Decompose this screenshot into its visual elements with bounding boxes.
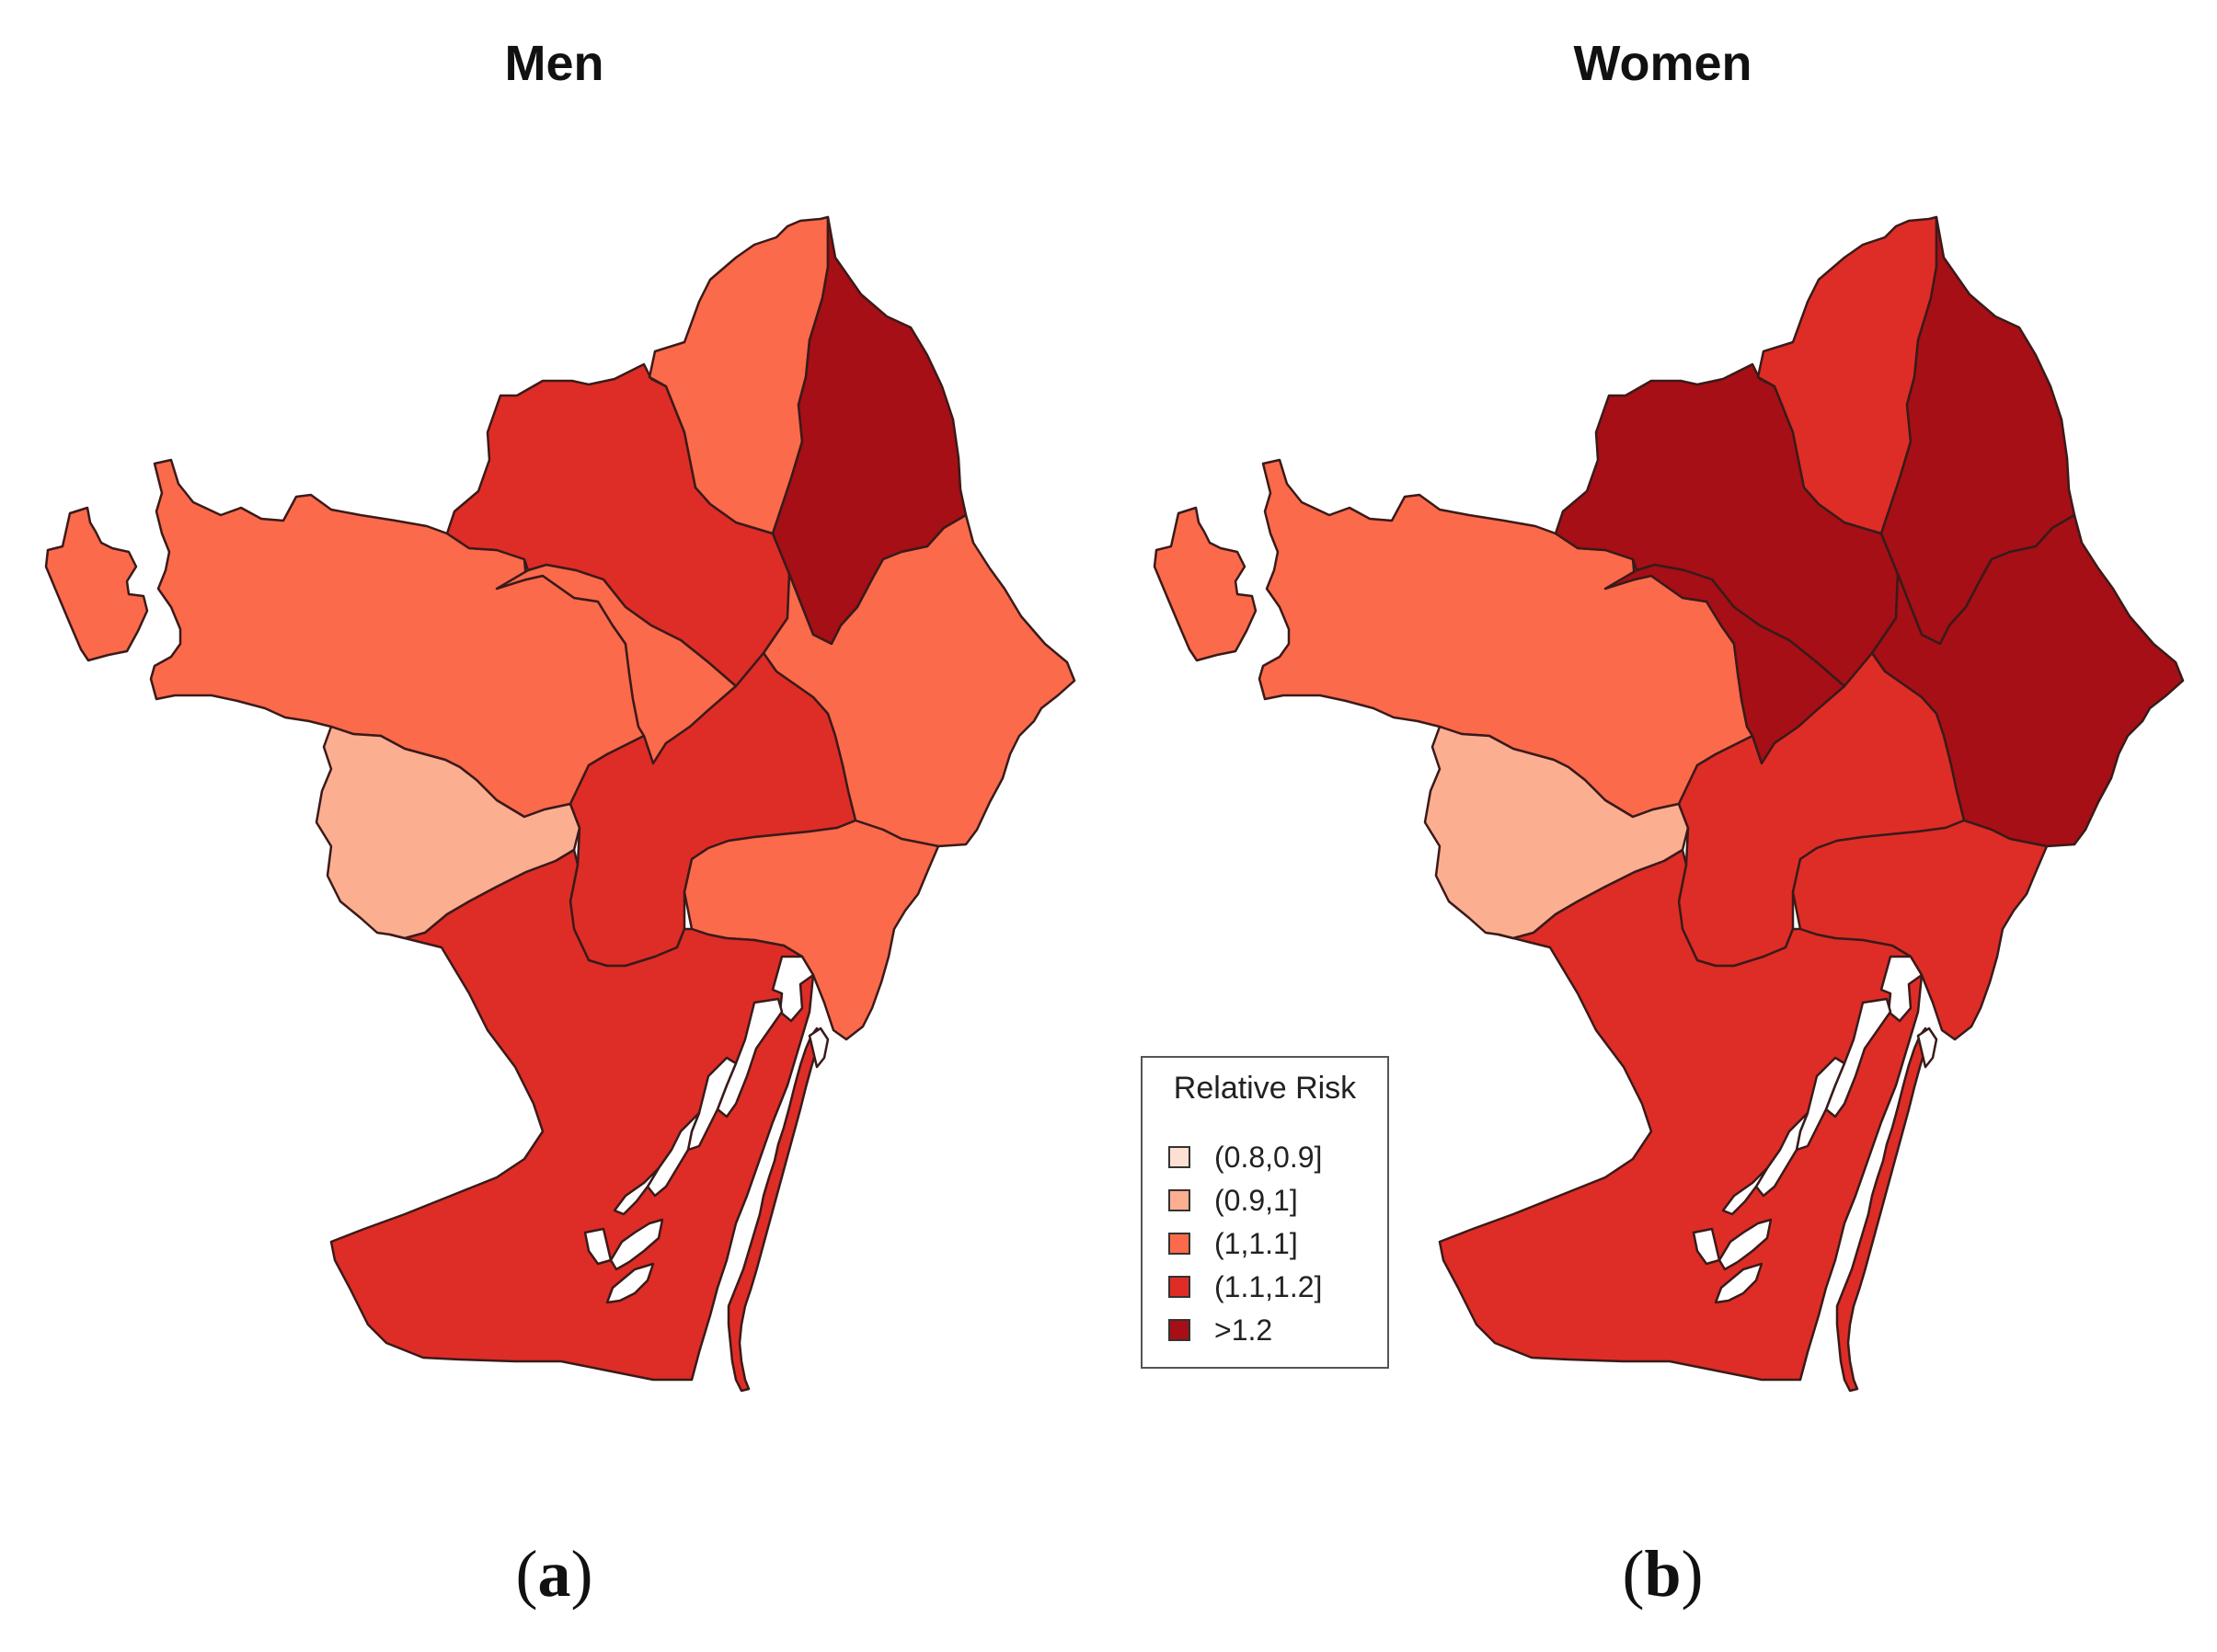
choropleth-map — [1153, 215, 2185, 1393]
harbor-cutout — [1916, 1027, 1938, 1069]
legend-label: (1.1,1.2] — [1214, 1269, 1323, 1303]
harbor-cutout — [1692, 1227, 1721, 1266]
map-title: Men — [504, 36, 604, 91]
legend-item: (0.9,1] — [1168, 1182, 1298, 1219]
legend: Relative Risk (0.8,0.9] (0.9,1] (1,1.1] … — [1141, 1056, 1389, 1369]
harbor-cutout — [646, 1111, 701, 1198]
legend-item: (1,1.1] — [1168, 1225, 1298, 1262]
legend-swatch — [1168, 1276, 1190, 1298]
district-pier — [1835, 1027, 1931, 1393]
harbor-cutout — [1754, 1111, 1809, 1198]
legend-item: (1.1,1.2] — [1168, 1268, 1322, 1305]
map-title: Women — [1573, 36, 1752, 91]
legend-label: (0.8,0.9] — [1214, 1140, 1323, 1174]
district-south — [329, 848, 815, 1382]
panel-caption: (b) — [1622, 1537, 1704, 1611]
district-east — [1870, 513, 2185, 848]
legend-label: (1,1.1] — [1214, 1226, 1298, 1260]
harbor-cutout — [808, 1027, 830, 1069]
harbor-cutout — [583, 1227, 613, 1266]
legend-swatch — [1168, 1146, 1190, 1168]
district-nw-isle — [44, 506, 149, 662]
harbor-cutout — [1879, 955, 1924, 1023]
legend-label: (0.9,1] — [1214, 1183, 1298, 1217]
legend-swatch — [1168, 1189, 1190, 1211]
choropleth-map — [44, 215, 1076, 1393]
legend-swatch — [1168, 1319, 1190, 1341]
harbor-cutout — [1717, 1218, 1773, 1271]
map-panel-women: Women (b) — [1108, 0, 2217, 1652]
map-panel-men: Men (a) — [0, 0, 1108, 1652]
harbor-cutout — [609, 1218, 664, 1271]
harbor-cutout — [1714, 1262, 1763, 1304]
legend-label: >1.2 — [1214, 1313, 1273, 1347]
district-east — [762, 513, 1076, 848]
district-nw-isle — [1153, 506, 1258, 662]
harbor-cutout — [1721, 1166, 1769, 1216]
legend-title: Relative Risk — [1173, 1071, 1357, 1106]
harbor-cutout — [613, 1166, 661, 1216]
legend-swatch — [1168, 1233, 1190, 1255]
harbor-cutout — [605, 1262, 655, 1304]
harbor-cutout — [771, 955, 815, 1023]
panel-caption: (a) — [515, 1537, 593, 1611]
legend-item: (0.8,0.9] — [1168, 1139, 1322, 1176]
district-south — [1438, 848, 1924, 1382]
legend-item: >1.2 — [1168, 1312, 1272, 1348]
district-pier — [727, 1027, 822, 1393]
